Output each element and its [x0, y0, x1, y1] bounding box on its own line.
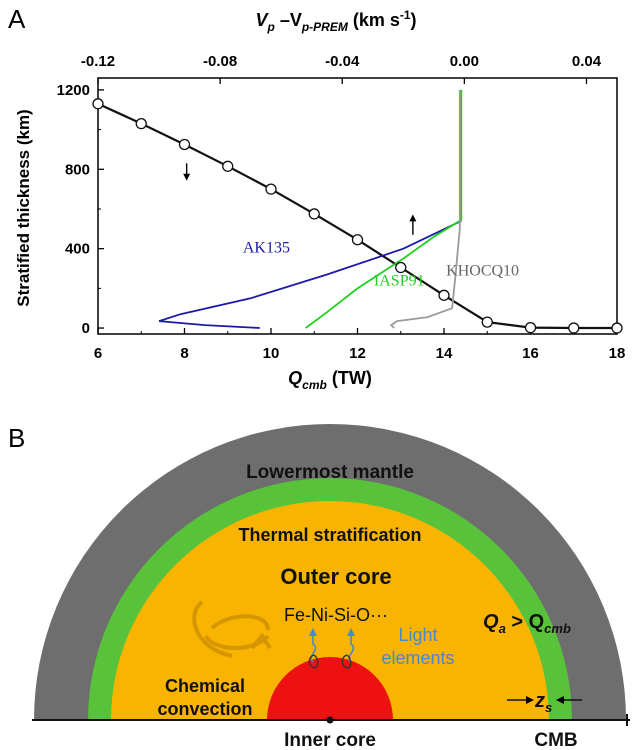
panel-a-label: A	[8, 4, 26, 34]
inner-core-layer	[267, 657, 393, 720]
data-point-marker	[481, 316, 493, 328]
y-tick-label: 1200	[57, 82, 90, 99]
x-tick-label: 14	[436, 345, 453, 362]
plot-area: 6 8 10 12 14 16 18 -0.12 -0.08 -0.04 0.00 0.04 0 400 8…	[57, 53, 626, 362]
light-elements-label-line2: elements	[381, 648, 454, 668]
convection-swirl-icon	[192, 600, 272, 658]
chemical-convection-label-line1: Chemical	[165, 676, 245, 696]
data-point-marker	[568, 322, 580, 334]
plot-frame	[97, 77, 618, 335]
x-tick-label: 16	[522, 345, 539, 362]
light-element-arrows	[309, 628, 355, 663]
data-point-marker	[92, 98, 104, 110]
x-top-tick-label: -0.12	[81, 53, 115, 70]
x-tick-label: 18	[609, 345, 626, 362]
outer-core-label: Outer core	[280, 564, 391, 589]
cmb-label: CMB	[534, 730, 577, 750]
y-tick-label: 800	[65, 161, 90, 178]
data-point-marker	[395, 261, 407, 274]
composition-label: Fe-Ni-Si-O···	[284, 605, 388, 625]
series-line-khocq10	[389, 89, 461, 329]
x-top-tick-label: 0.04	[572, 53, 602, 70]
x-top-tick-label: 0.00	[450, 53, 479, 70]
x-top-tick-label: -0.08	[203, 53, 237, 70]
y-axis-label: Stratified thickness (km)	[14, 109, 33, 306]
heat-flux-relation: Qa > Qcmb	[483, 611, 571, 636]
data-point-marker	[438, 289, 450, 301]
top-axis-label: Vp –Vp-PREM (km s-1)	[255, 8, 416, 34]
chemical-convection-label-line2: convection	[157, 699, 252, 719]
y-tick-label: 400	[65, 241, 90, 258]
light-elements-label-line1: Light	[398, 625, 437, 645]
earth-center-dot	[326, 716, 334, 724]
x-tick-label: 10	[263, 345, 280, 362]
zs-label: zs	[534, 690, 552, 715]
x-tick-label: 8	[180, 345, 188, 362]
series-line-iasp91	[305, 89, 463, 329]
earth-cross-section	[32, 424, 630, 726]
data-point-marker	[308, 208, 320, 220]
series-line-ak135	[158, 220, 462, 329]
thermal-stratification-label: Thermal stratification	[238, 525, 421, 545]
bottom-axis-label: Qcmb (TW)	[288, 368, 372, 392]
series-line-stratified-thickness	[98, 102, 617, 330]
model-label-ak135: AK135	[243, 240, 290, 257]
data-point-marker	[351, 234, 364, 246]
x-top-tick-label: -0.04	[325, 53, 360, 70]
data-point-marker	[178, 138, 191, 151]
outer-core-layer	[111, 501, 549, 720]
data-point-marker	[222, 160, 234, 172]
data-point-marker	[265, 183, 277, 195]
data-point-marker	[135, 117, 147, 130]
x-tick-label: 6	[94, 345, 102, 362]
inner-core-label: Inner core	[284, 730, 376, 750]
model-label-iasp91: IASP91	[374, 272, 425, 289]
data-point-marker	[524, 321, 537, 334]
x-tick-label: 12	[349, 345, 366, 362]
lowermost-mantle-label: Lowermost mantle	[246, 462, 414, 483]
model-label-khocq10: KHOCQ10	[446, 262, 519, 279]
light-element-droplets	[308, 654, 352, 669]
y-tick-label: 0	[82, 320, 90, 337]
panel-b-label: B	[8, 423, 25, 453]
data-point-marker	[611, 322, 623, 334]
